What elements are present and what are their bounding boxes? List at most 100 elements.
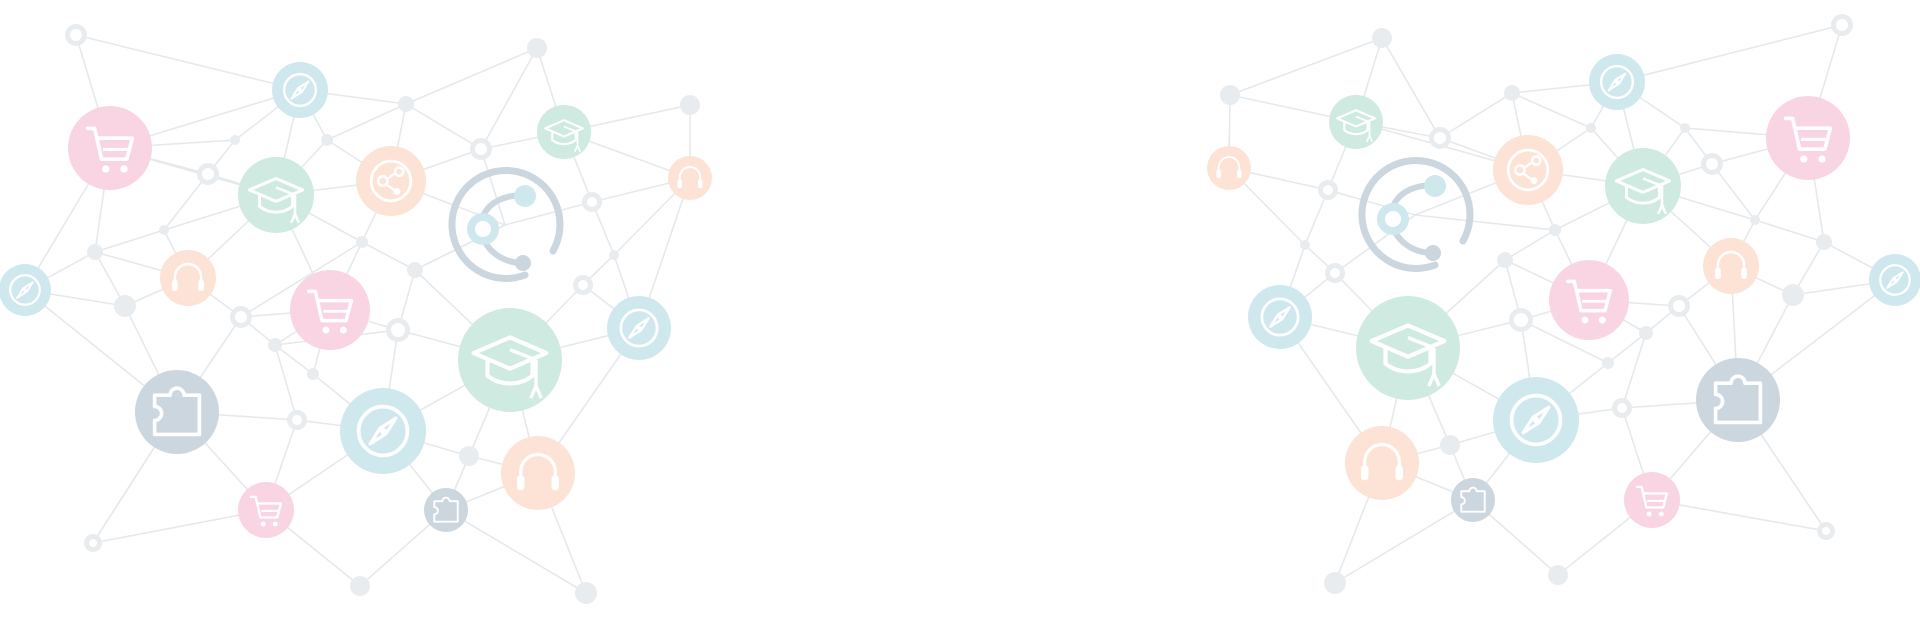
network-dot — [1497, 252, 1513, 268]
connection-line — [405, 103, 482, 150]
connection-line — [1381, 37, 1441, 139]
compass-icon — [340, 388, 426, 474]
connection-line — [1607, 332, 1647, 364]
cart-icon — [1766, 96, 1850, 180]
connection-line — [361, 241, 416, 271]
network-dot — [307, 368, 319, 380]
connection-line — [240, 241, 363, 318]
connection-line — [1511, 92, 1592, 129]
network-ring-node — [84, 534, 102, 552]
connection-line — [94, 229, 165, 253]
compass-icon — [0, 264, 51, 316]
network-dot — [1549, 224, 1561, 236]
network-ring-node — [287, 410, 307, 430]
network-dot — [1324, 572, 1346, 594]
icon-nodes — [0, 54, 1920, 538]
connection-line — [1504, 229, 1556, 261]
graduation-cap-icon — [1605, 148, 1681, 224]
share-icon — [356, 146, 426, 216]
connection-line — [274, 344, 314, 375]
connection-line — [326, 103, 407, 141]
network-nodes — [65, 14, 1853, 604]
connection-line — [1754, 219, 1825, 243]
connection-line — [1520, 319, 1609, 364]
compass-icon — [1493, 377, 1579, 463]
puzzle-icon — [1696, 358, 1780, 442]
headphones-icon — [1345, 426, 1419, 500]
network-logo-icon — [448, 167, 564, 282]
headphones-icon — [668, 156, 712, 200]
network-dot — [1300, 240, 1310, 250]
compass-icon — [272, 62, 328, 118]
network-dot — [159, 225, 169, 235]
network-ring-node — [1831, 14, 1853, 36]
connection-line — [405, 47, 538, 105]
graduation-cap-icon — [1329, 95, 1383, 149]
connection-line — [75, 34, 301, 91]
network-dot — [1782, 284, 1804, 306]
network-ring-node — [573, 275, 593, 295]
network-ring-node — [1429, 127, 1451, 149]
network-ring-node — [1701, 153, 1723, 175]
connection-line — [1616, 24, 1843, 83]
network-ring-node — [386, 318, 410, 342]
headphones-icon — [1207, 146, 1251, 190]
connection-line — [92, 509, 267, 544]
network-dot — [1750, 215, 1760, 225]
compass-icon — [1869, 254, 1920, 306]
headphones-icon — [501, 436, 575, 510]
puzzle-icon — [1451, 478, 1495, 522]
headphones-icon — [1703, 238, 1759, 294]
cart-icon — [290, 270, 370, 350]
graduation-cap-icon — [537, 105, 591, 159]
cart-icon — [238, 482, 294, 538]
connection-line — [445, 509, 587, 594]
connection-line — [1621, 332, 1647, 409]
puzzle-icon — [424, 488, 468, 532]
cart-icon — [1549, 260, 1629, 340]
network-dot — [1372, 28, 1392, 48]
connection-line — [1651, 499, 1827, 532]
network-dot — [321, 134, 333, 146]
network-dot — [268, 338, 282, 352]
network-dot — [1548, 565, 1568, 585]
network-ring-node — [230, 306, 252, 328]
cart-icon — [68, 106, 152, 190]
network-dot — [1504, 85, 1520, 101]
connection-line — [163, 173, 209, 231]
graduation-cap-icon — [238, 157, 314, 233]
puzzle-icon — [135, 370, 219, 454]
connection-line — [504, 201, 593, 226]
compass-icon — [1589, 54, 1645, 110]
network-dot — [1639, 326, 1653, 340]
share-icon — [1493, 135, 1563, 205]
network-ring-node — [1817, 522, 1835, 540]
network-dot — [1816, 234, 1832, 250]
network-dot — [680, 95, 700, 115]
graduation-cap-icon — [1356, 296, 1460, 400]
network-ring-node — [1668, 295, 1690, 317]
connection-line — [1229, 37, 1383, 96]
connection-line — [1414, 214, 1556, 231]
network-ring-node — [582, 192, 602, 212]
network-ring-node — [65, 24, 87, 46]
network-dot — [527, 38, 547, 58]
cart-icon — [1624, 472, 1680, 528]
network-ring-node — [197, 163, 219, 185]
network-dot — [1440, 435, 1460, 455]
network-dot — [407, 262, 423, 278]
network-dot — [356, 236, 368, 248]
network-dot — [350, 576, 370, 596]
network-ring-node — [1318, 180, 1338, 200]
connection-line — [480, 47, 538, 150]
network-dot — [1680, 123, 1690, 133]
network-ring-node — [1612, 398, 1632, 418]
compass-icon — [1248, 285, 1312, 349]
network-ring-node — [1509, 308, 1533, 332]
network-dot — [398, 96, 414, 112]
connection-line — [480, 148, 506, 226]
network-dot — [609, 250, 619, 260]
network-dot — [1602, 357, 1614, 369]
